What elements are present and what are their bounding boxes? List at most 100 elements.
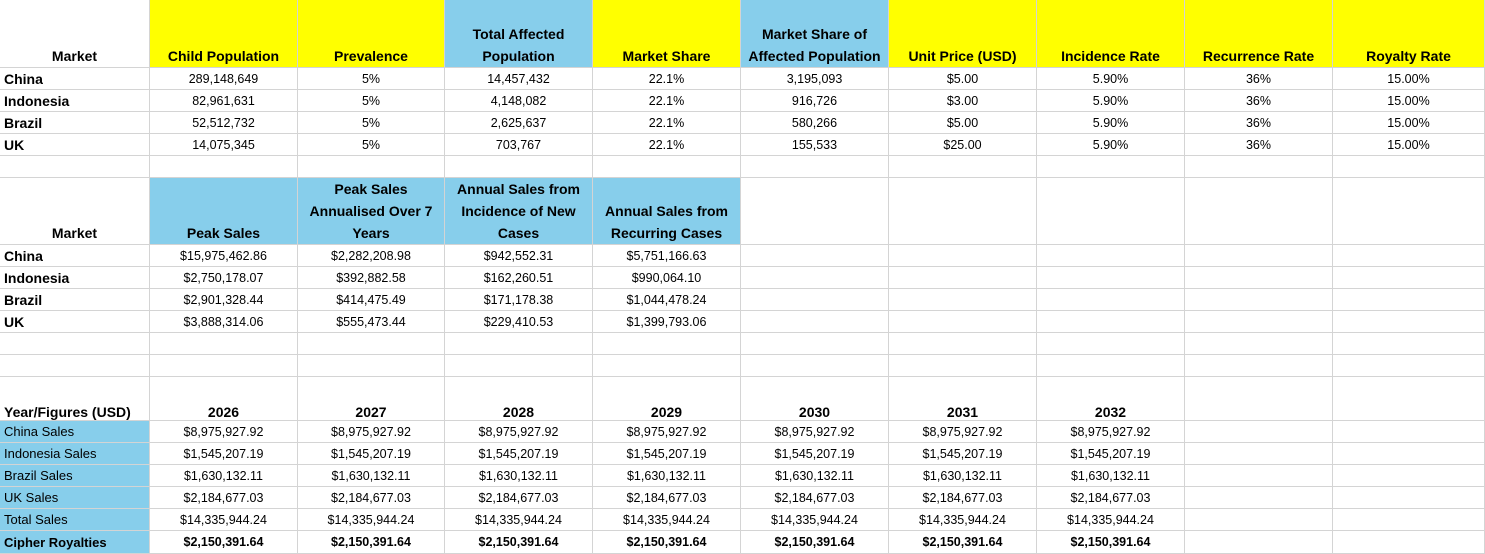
empty-cell[interactable]: [1333, 245, 1485, 267]
year-header[interactable]: 2027: [298, 377, 445, 421]
data-cell[interactable]: 155,533: [741, 134, 889, 156]
header-cell[interactable]: Prevalence: [298, 0, 445, 68]
data-cell[interactable]: $2,184,677.03: [445, 487, 593, 509]
year-header[interactable]: 2032: [1037, 377, 1185, 421]
data-cell[interactable]: $8,975,927.92: [593, 421, 741, 443]
empty-cell[interactable]: [741, 267, 889, 289]
empty-cell[interactable]: [741, 245, 889, 267]
empty-cell[interactable]: [1037, 333, 1185, 355]
header-cell[interactable]: Year/Figures (USD): [0, 377, 150, 421]
empty-cell[interactable]: [0, 156, 150, 178]
data-cell[interactable]: 36%: [1185, 90, 1333, 112]
empty-cell[interactable]: [1333, 531, 1485, 554]
empty-cell[interactable]: [1185, 333, 1333, 355]
empty-cell[interactable]: [1333, 178, 1485, 245]
empty-cell[interactable]: [1037, 178, 1185, 245]
header-cell[interactable]: Recurrence Rate: [1185, 0, 1333, 68]
empty-cell[interactable]: [741, 289, 889, 311]
empty-cell[interactable]: [1333, 267, 1485, 289]
data-cell[interactable]: 15.00%: [1333, 68, 1485, 90]
empty-cell[interactable]: [1185, 267, 1333, 289]
empty-cell[interactable]: [889, 245, 1037, 267]
empty-cell[interactable]: [593, 355, 741, 377]
empty-cell[interactable]: [150, 333, 298, 355]
data-cell[interactable]: $3.00: [889, 90, 1037, 112]
data-cell[interactable]: 5.90%: [1037, 112, 1185, 134]
data-cell[interactable]: 22.1%: [593, 90, 741, 112]
data-cell[interactable]: $2,184,677.03: [889, 487, 1037, 509]
data-cell[interactable]: $2,901,328.44: [150, 289, 298, 311]
data-cell[interactable]: $392,882.58: [298, 267, 445, 289]
empty-cell[interactable]: [150, 156, 298, 178]
empty-cell[interactable]: [741, 156, 889, 178]
empty-cell[interactable]: [1037, 156, 1185, 178]
row-label[interactable]: Total Sales: [0, 509, 150, 531]
empty-cell[interactable]: [298, 355, 445, 377]
data-cell[interactable]: $1,545,207.19: [1037, 443, 1185, 465]
data-cell[interactable]: 14,457,432: [445, 68, 593, 90]
empty-cell[interactable]: [1185, 289, 1333, 311]
data-cell[interactable]: $1,399,793.06: [593, 311, 741, 333]
empty-cell[interactable]: [1185, 465, 1333, 487]
empty-cell[interactable]: [889, 267, 1037, 289]
data-cell[interactable]: $2,184,677.03: [1037, 487, 1185, 509]
data-cell[interactable]: $5.00: [889, 68, 1037, 90]
data-cell[interactable]: $8,975,927.92: [445, 421, 593, 443]
row-label[interactable]: UK: [0, 134, 150, 156]
data-cell[interactable]: $14,335,944.24: [1037, 509, 1185, 531]
data-cell[interactable]: 5%: [298, 134, 445, 156]
empty-cell[interactable]: [1333, 421, 1485, 443]
data-cell[interactable]: 4,148,082: [445, 90, 593, 112]
data-cell[interactable]: $1,545,207.19: [741, 443, 889, 465]
empty-cell[interactable]: [1185, 156, 1333, 178]
empty-cell[interactable]: [1037, 355, 1185, 377]
row-label[interactable]: Brazil: [0, 289, 150, 311]
row-label[interactable]: UK: [0, 311, 150, 333]
empty-cell[interactable]: [445, 355, 593, 377]
data-cell[interactable]: $1,630,132.11: [593, 465, 741, 487]
empty-cell[interactable]: [1185, 178, 1333, 245]
data-cell[interactable]: $1,630,132.11: [298, 465, 445, 487]
data-cell[interactable]: $2,750,178.07: [150, 267, 298, 289]
header-cell[interactable]: Annual Sales from Recurring Cases: [593, 178, 741, 245]
data-cell[interactable]: 15.00%: [1333, 134, 1485, 156]
empty-cell[interactable]: [1333, 465, 1485, 487]
row-label[interactable]: China: [0, 245, 150, 267]
header-cell[interactable]: Royalty Rate: [1333, 0, 1485, 68]
header-cell[interactable]: Peak Sales Annualised Over 7 Years: [298, 178, 445, 245]
empty-cell[interactable]: [1333, 355, 1485, 377]
data-cell[interactable]: $14,335,944.24: [445, 509, 593, 531]
row-label[interactable]: China: [0, 68, 150, 90]
data-cell[interactable]: $8,975,927.92: [298, 421, 445, 443]
empty-cell[interactable]: [1333, 509, 1485, 531]
empty-cell[interactable]: [1037, 311, 1185, 333]
data-cell[interactable]: 5.90%: [1037, 134, 1185, 156]
data-cell[interactable]: $2,150,391.64: [889, 531, 1037, 554]
empty-cell[interactable]: [889, 355, 1037, 377]
data-cell[interactable]: $1,545,207.19: [593, 443, 741, 465]
data-cell[interactable]: $2,150,391.64: [593, 531, 741, 554]
empty-cell[interactable]: [1185, 531, 1333, 554]
data-cell[interactable]: 580,266: [741, 112, 889, 134]
data-cell[interactable]: 22.1%: [593, 112, 741, 134]
data-cell[interactable]: $1,630,132.11: [741, 465, 889, 487]
empty-cell[interactable]: [1333, 487, 1485, 509]
year-header[interactable]: 2028: [445, 377, 593, 421]
empty-cell[interactable]: [889, 289, 1037, 311]
empty-cell[interactable]: [1185, 421, 1333, 443]
header-cell[interactable]: Child Population: [150, 0, 298, 68]
data-cell[interactable]: $2,184,677.03: [593, 487, 741, 509]
empty-cell[interactable]: [0, 333, 150, 355]
data-cell[interactable]: $2,150,391.64: [445, 531, 593, 554]
empty-cell[interactable]: [889, 156, 1037, 178]
empty-cell[interactable]: [1185, 487, 1333, 509]
data-cell[interactable]: $171,178.38: [445, 289, 593, 311]
data-cell[interactable]: $3,888,314.06: [150, 311, 298, 333]
header-cell[interactable]: Incidence Rate: [1037, 0, 1185, 68]
data-cell[interactable]: $942,552.31: [445, 245, 593, 267]
header-cell[interactable]: Peak Sales: [150, 178, 298, 245]
data-cell[interactable]: $14,335,944.24: [298, 509, 445, 531]
empty-cell[interactable]: [298, 333, 445, 355]
data-cell[interactable]: 15.00%: [1333, 112, 1485, 134]
data-cell[interactable]: 36%: [1185, 134, 1333, 156]
